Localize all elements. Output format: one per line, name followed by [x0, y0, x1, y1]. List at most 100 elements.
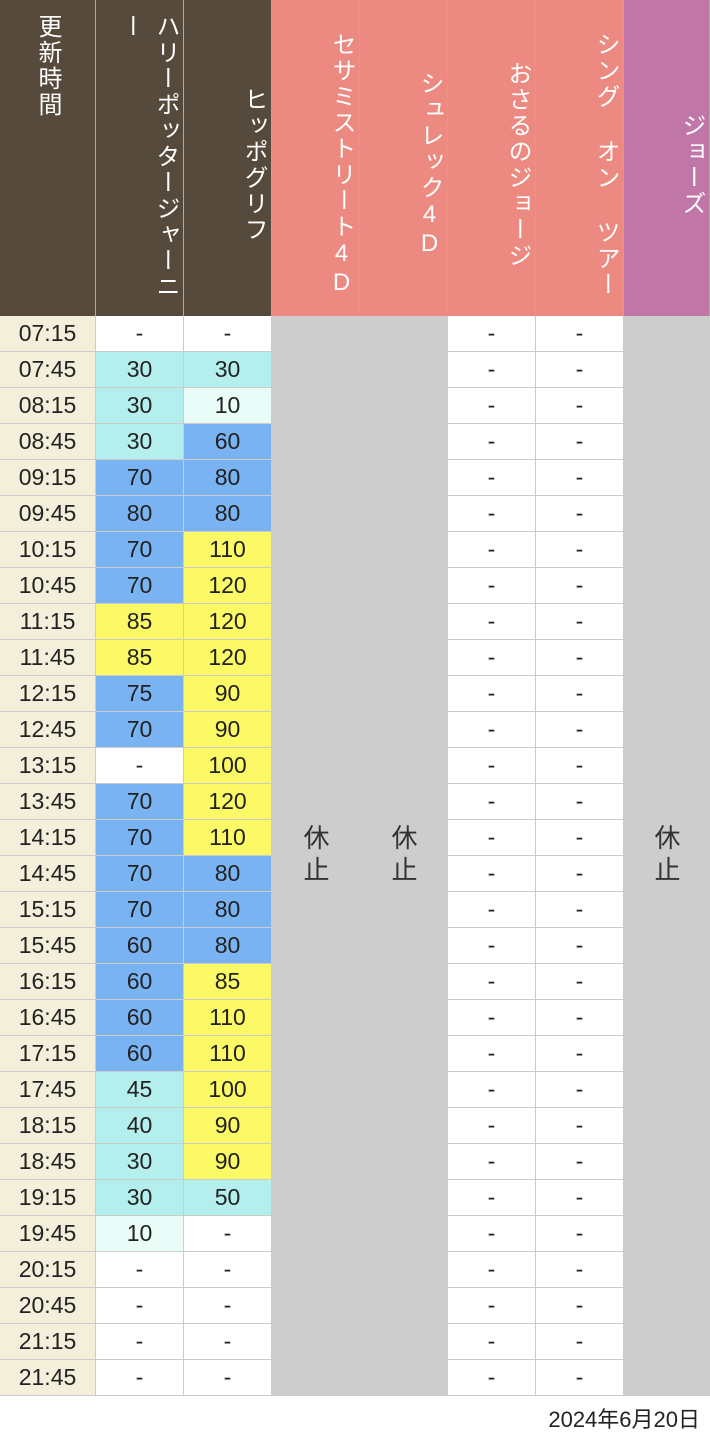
wait-cell: -: [536, 532, 624, 568]
closed-shrek: 休止: [360, 316, 448, 1396]
time-cell: 10:15: [0, 532, 96, 568]
wait-cell: -: [536, 1288, 624, 1324]
wait-cell: 10: [184, 388, 272, 424]
wait-cell: 70: [96, 712, 184, 748]
wait-cell: 80: [184, 856, 272, 892]
wait-cell: 80: [96, 496, 184, 532]
header-shrek: シュレック4D: [360, 0, 448, 316]
wait-cell: 90: [184, 1144, 272, 1180]
table-body: 07:1507:4508:1508:4509:1509:4510:1510:45…: [0, 316, 710, 1396]
header-sesame: セサミストリート4D: [272, 0, 360, 316]
wait-cell: -: [536, 568, 624, 604]
wait-cell: -: [448, 388, 536, 424]
wait-cell: -: [448, 1036, 536, 1072]
wait-cell: -: [448, 640, 536, 676]
time-cell: 15:45: [0, 928, 96, 964]
wait-cell: 80: [184, 496, 272, 532]
wait-cell: -: [536, 892, 624, 928]
header-hp: ハリーポッタージャーニー: [96, 0, 184, 316]
wait-cell: -: [448, 352, 536, 388]
wait-cell: -: [536, 1216, 624, 1252]
wait-cell: 110: [184, 1000, 272, 1036]
wait-cell: 120: [184, 604, 272, 640]
wait-cell: -: [448, 316, 536, 352]
wait-cell: 30: [184, 352, 272, 388]
wait-cell: -: [536, 820, 624, 856]
wait-cell: -: [184, 1324, 272, 1360]
wait-cell: 60: [96, 1000, 184, 1036]
wait-cell: -: [448, 496, 536, 532]
wait-cell: -: [448, 1288, 536, 1324]
wait-cell: -: [184, 1216, 272, 1252]
wait-cell: -: [448, 1324, 536, 1360]
wait-cell: -: [448, 676, 536, 712]
wait-cell: 50: [184, 1180, 272, 1216]
wait-cell: 60: [96, 928, 184, 964]
wait-cell: 70: [96, 892, 184, 928]
time-cell: 18:15: [0, 1108, 96, 1144]
wait-cell: -: [536, 1360, 624, 1396]
wait-cell: 60: [96, 1036, 184, 1072]
wait-cell: -: [448, 1252, 536, 1288]
wait-cell: -: [536, 748, 624, 784]
wait-cell: -: [448, 1000, 536, 1036]
wait-cell: 110: [184, 820, 272, 856]
wait-cell: -: [96, 1288, 184, 1324]
time-cell: 16:45: [0, 1000, 96, 1036]
wait-cell: -: [536, 1000, 624, 1036]
wait-cell: -: [536, 496, 624, 532]
wait-cell: 10: [96, 1216, 184, 1252]
wait-cell: 120: [184, 784, 272, 820]
wait-cell: 80: [184, 460, 272, 496]
time-cell: 19:15: [0, 1180, 96, 1216]
time-cell: 20:15: [0, 1252, 96, 1288]
wait-time-table: 更新時間ハリーポッタージャーニーヒッポグリフセサミストリート4Dシュレック4Dお…: [0, 0, 710, 1434]
wait-cell: -: [536, 316, 624, 352]
wait-cell: -: [536, 640, 624, 676]
wait-cell: -: [448, 712, 536, 748]
col-time: 07:1507:4508:1508:4509:1509:4510:1510:45…: [0, 316, 96, 1396]
wait-cell: 90: [184, 1108, 272, 1144]
wait-cell: -: [184, 1360, 272, 1396]
wait-cell: -: [536, 712, 624, 748]
wait-cell: -: [536, 604, 624, 640]
closed-jaws: 休止: [624, 316, 710, 1396]
header-george: おさるのジョージ: [448, 0, 536, 316]
time-cell: 14:45: [0, 856, 96, 892]
wait-cell: -: [536, 928, 624, 964]
wait-cell: 70: [96, 568, 184, 604]
wait-cell: -: [536, 856, 624, 892]
time-cell: 08:15: [0, 388, 96, 424]
wait-cell: 30: [96, 424, 184, 460]
wait-cell: -: [536, 460, 624, 496]
wait-cell: 90: [184, 676, 272, 712]
wait-cell: 100: [184, 748, 272, 784]
wait-cell: 80: [184, 928, 272, 964]
wait-cell: 30: [96, 388, 184, 424]
wait-cell: -: [96, 1360, 184, 1396]
wait-cell: 85: [184, 964, 272, 1000]
wait-cell: 30: [96, 352, 184, 388]
time-cell: 09:45: [0, 496, 96, 532]
wait-cell: -: [536, 1324, 624, 1360]
wait-cell: -: [448, 784, 536, 820]
time-cell: 17:45: [0, 1072, 96, 1108]
wait-cell: -: [96, 1324, 184, 1360]
wait-cell: -: [448, 748, 536, 784]
header-sing: シング オン ツアー: [536, 0, 624, 316]
wait-cell: -: [448, 928, 536, 964]
wait-cell: -: [448, 820, 536, 856]
wait-cell: 30: [96, 1180, 184, 1216]
wait-cell: 60: [96, 964, 184, 1000]
time-cell: 11:15: [0, 604, 96, 640]
time-cell: 17:15: [0, 1036, 96, 1072]
time-cell: 13:45: [0, 784, 96, 820]
wait-cell: -: [184, 316, 272, 352]
wait-cell: 40: [96, 1108, 184, 1144]
header-time: 更新時間: [0, 0, 96, 316]
header-row: 更新時間ハリーポッタージャーニーヒッポグリフセサミストリート4Dシュレック4Dお…: [0, 0, 710, 316]
wait-cell: 45: [96, 1072, 184, 1108]
closed-sesame: 休止: [272, 316, 360, 1396]
wait-cell: -: [448, 1216, 536, 1252]
wait-cell: -: [536, 784, 624, 820]
